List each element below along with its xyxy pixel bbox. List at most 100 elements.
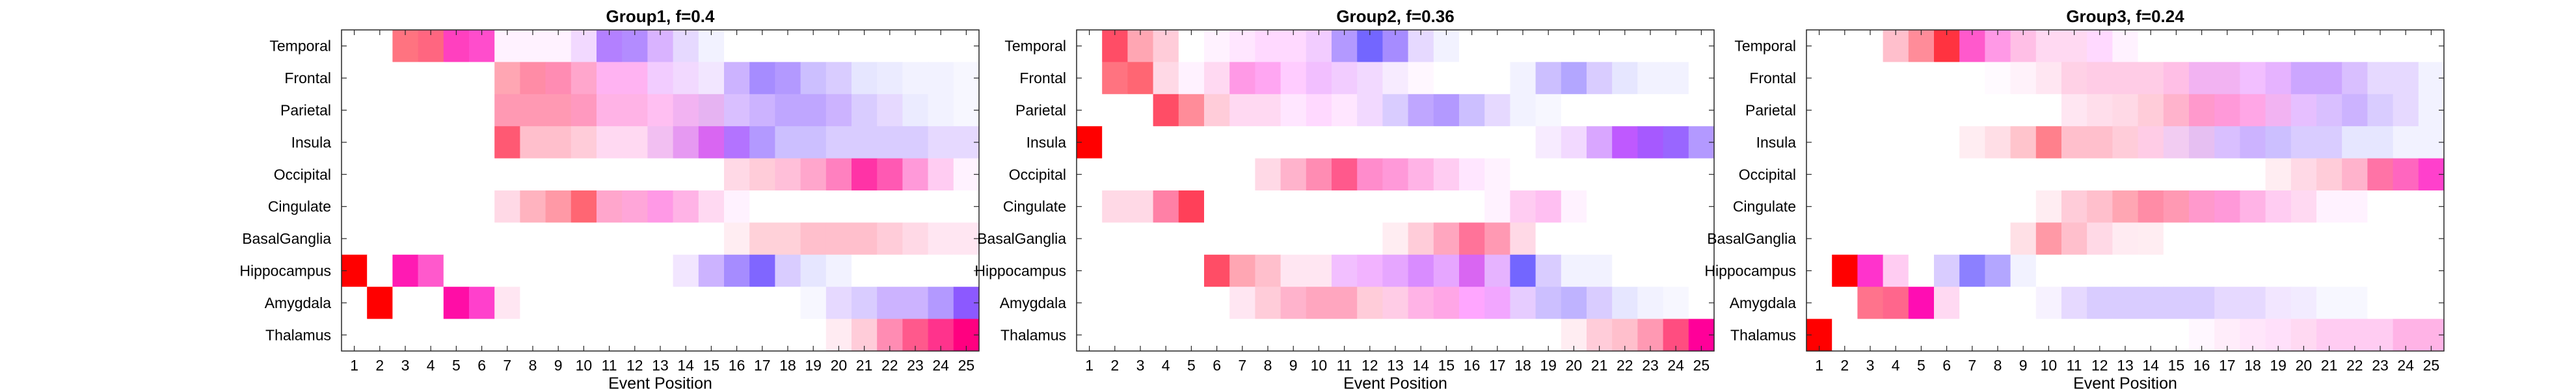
heatmap-cell <box>1306 158 1332 191</box>
heatmap-cell <box>597 126 623 159</box>
heatmap-cell <box>1178 190 1205 223</box>
heatmap-cell <box>2214 158 2240 191</box>
heatmap-cell <box>2189 287 2215 320</box>
heatmap-cell <box>2265 287 2292 320</box>
heatmap-cell <box>2342 190 2368 223</box>
heatmap-cell <box>2240 190 2266 223</box>
heatmap-cell <box>545 30 572 62</box>
heatmap-cell <box>2163 287 2190 320</box>
heatmap-cell <box>749 222 775 255</box>
heatmap-cell <box>1127 190 1154 223</box>
x-tick-label: 25 <box>958 357 975 374</box>
heatmap-cell <box>1459 222 1485 255</box>
heatmap-cell <box>1587 126 1613 159</box>
heatmap-cell <box>1832 30 1858 62</box>
x-tick-label: 25 <box>2423 357 2440 374</box>
heatmap-cell <box>1612 158 1638 191</box>
heatmap-cell <box>545 126 572 159</box>
heatmap-cell <box>1382 158 1409 191</box>
heatmap-cell <box>1102 287 1128 320</box>
heatmap-cell <box>1959 190 1985 223</box>
heatmap-cell <box>2316 254 2342 287</box>
heatmap-cell <box>1178 222 1205 255</box>
heatmap-cell <box>469 126 495 159</box>
heatmap-cell <box>800 126 827 159</box>
heatmap-cell <box>775 222 801 255</box>
heatmap-cell <box>1883 190 1909 223</box>
heatmap-cell <box>2035 190 2062 223</box>
heatmap-cell <box>597 158 623 191</box>
heatmap-cell <box>1663 254 1689 287</box>
heatmap-cell <box>1204 158 1230 191</box>
y-tick-label: Thalamus <box>1730 326 1796 343</box>
x-tick-label: 15 <box>1438 357 1455 374</box>
heatmap-cell <box>2061 94 2087 127</box>
heatmap-cell <box>825 94 852 127</box>
heatmap-cell <box>877 222 903 255</box>
heatmap-cell <box>1561 222 1587 255</box>
y-tick-label: Hippocampus <box>974 263 1066 280</box>
y-tick-label: Frontal <box>1019 70 1066 86</box>
x-tick-label: 2 <box>1110 357 1119 374</box>
heatmap-cell <box>1127 222 1154 255</box>
heatmap-cell <box>1587 158 1613 191</box>
heatmap-cell <box>1959 126 1985 159</box>
x-tick-label: 17 <box>2219 357 2236 374</box>
heatmap-cell <box>1459 254 1485 287</box>
y-tick-label: BasalGanglia <box>977 230 1066 247</box>
heatmap-cell <box>1433 287 1460 320</box>
heatmap-cell <box>2087 222 2113 255</box>
heatmap-cell <box>1959 222 1985 255</box>
heatmap-cell <box>520 190 546 223</box>
heatmap-cell <box>1332 190 1358 223</box>
heatmap-cell <box>367 254 393 287</box>
heatmap-cell <box>545 287 572 320</box>
heatmap-cell <box>2214 287 2240 320</box>
x-tick-label: 20 <box>1566 357 1583 374</box>
heatmap-cell <box>1535 287 1562 320</box>
heatmap-cell <box>1178 94 1205 127</box>
heatmap-cell <box>902 222 929 255</box>
heatmap-cell <box>2367 254 2394 287</box>
heatmap-cell <box>469 190 495 223</box>
heatmap-cell <box>2087 158 2113 191</box>
heatmap-cell <box>902 158 929 191</box>
heatmap-cell <box>1985 30 2011 62</box>
heatmap-cell <box>647 254 674 287</box>
heatmap-cell <box>2189 254 2215 287</box>
y-tick-label: Parietal <box>1015 102 1066 119</box>
x-tick-label: 10 <box>576 357 593 374</box>
heatmap-cell <box>2240 30 2266 62</box>
x-tick-label: 8 <box>1264 357 1272 374</box>
x-tick-label: 19 <box>2270 357 2287 374</box>
heatmap-cell <box>570 126 597 159</box>
heatmap-cell <box>2087 287 2113 320</box>
heatmap-cell <box>1857 190 1884 223</box>
heatmap-cell <box>418 190 444 223</box>
heatmap-cell <box>1857 30 1884 62</box>
heatmap-cell <box>392 30 419 62</box>
heatmap-cell <box>494 62 520 95</box>
heatmap-cell <box>520 126 546 159</box>
heatmap-cell <box>570 222 597 255</box>
heatmap-cell <box>2367 30 2394 62</box>
panel-title: Group3, f=0.24 <box>2066 6 2184 26</box>
heatmap-cell <box>1934 126 1960 159</box>
heatmap-cell <box>1612 30 1638 62</box>
x-tick-label: 13 <box>1387 357 1404 374</box>
x-tick-label: 16 <box>2194 357 2210 374</box>
heatmap-cell <box>1408 94 1434 127</box>
heatmap-cell <box>1908 94 1935 127</box>
heatmap-cell <box>1908 190 1935 223</box>
heatmap-cell <box>2342 222 2368 255</box>
heatmap-cell <box>647 94 674 127</box>
y-tick-label: Cingulate <box>268 198 331 215</box>
heatmap-cell <box>749 254 775 287</box>
heatmap-cell <box>1484 62 1510 95</box>
heatmap-cell <box>724 94 750 127</box>
heatmap-cell <box>1357 158 1383 191</box>
heatmap-cell <box>2342 94 2368 127</box>
x-tick-label: 23 <box>907 357 924 374</box>
heatmap-cell <box>2290 190 2317 223</box>
x-tick-label: 1 <box>1815 357 1823 374</box>
